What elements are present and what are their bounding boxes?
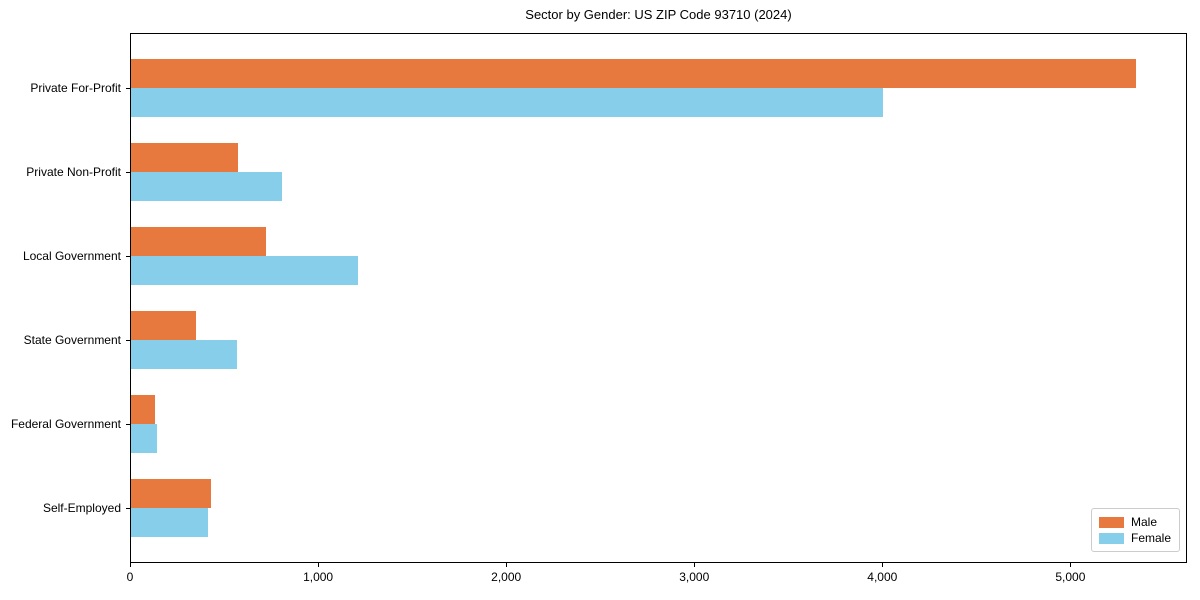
y-tick-federal-government xyxy=(126,424,130,425)
bar-male-private-non-profit xyxy=(131,143,239,172)
legend-item-female: Female xyxy=(1099,532,1172,544)
bar-female-private-non-profit xyxy=(131,172,283,201)
plot-area xyxy=(130,33,1187,563)
x-tick-0 xyxy=(130,563,131,567)
category-label-federal-government: Federal Government xyxy=(10,417,121,431)
category-label-state-government: State Government xyxy=(23,333,121,347)
y-tick-private-for-profit xyxy=(126,88,130,89)
y-tick-state-government xyxy=(126,340,130,341)
y-tick-private-non-profit xyxy=(126,172,130,173)
category-label-private-for-profit: Private For-Profit xyxy=(30,81,121,95)
category-label-self-employed: Self-Employed xyxy=(42,501,121,515)
male-series-swatch xyxy=(1099,516,1124,528)
x-tick-2000 xyxy=(506,563,508,567)
x-tick-label-2000: 2,000 xyxy=(491,570,522,584)
x-tick-1000 xyxy=(318,563,320,567)
category-label-private-non-profit: Private Non-Profit xyxy=(26,165,121,179)
female-series-swatch xyxy=(1099,532,1124,544)
bar-female-federal-government xyxy=(131,424,158,453)
legend: Male Female xyxy=(1091,508,1180,552)
legend-label-female: Female xyxy=(1131,531,1172,545)
bar-male-local-government xyxy=(131,227,267,256)
x-tick-label-1000: 1,000 xyxy=(303,570,334,584)
bar-male-self-employed xyxy=(131,479,211,508)
y-tick-local-government xyxy=(126,256,130,257)
x-tick-label-5000: 5,000 xyxy=(1055,570,1086,584)
x-tick-5000 xyxy=(1070,563,1072,567)
x-tick-label-0: 0 xyxy=(126,570,134,584)
x-tick-label-3000: 3,000 xyxy=(679,570,710,584)
category-label-local-government: Local Government xyxy=(22,249,121,263)
x-tick-label-4000: 4,000 xyxy=(867,570,898,584)
bar-female-state-government xyxy=(131,340,238,369)
chart-title: Sector by Gender: US ZIP Code 93710 (202… xyxy=(525,7,792,22)
bar-male-state-government xyxy=(131,311,196,340)
x-tick-3000 xyxy=(694,563,696,567)
bar-female-private-for-profit xyxy=(131,88,884,117)
bar-female-self-employed xyxy=(131,508,209,537)
legend-label-male: Male xyxy=(1131,515,1158,529)
bar-female-local-government xyxy=(131,256,358,285)
x-tick-4000 xyxy=(882,563,884,567)
bar-male-federal-government xyxy=(131,395,156,424)
y-tick-self-employed xyxy=(126,508,130,509)
legend-item-male: Male xyxy=(1099,516,1172,528)
bar-male-private-for-profit xyxy=(131,59,1137,88)
